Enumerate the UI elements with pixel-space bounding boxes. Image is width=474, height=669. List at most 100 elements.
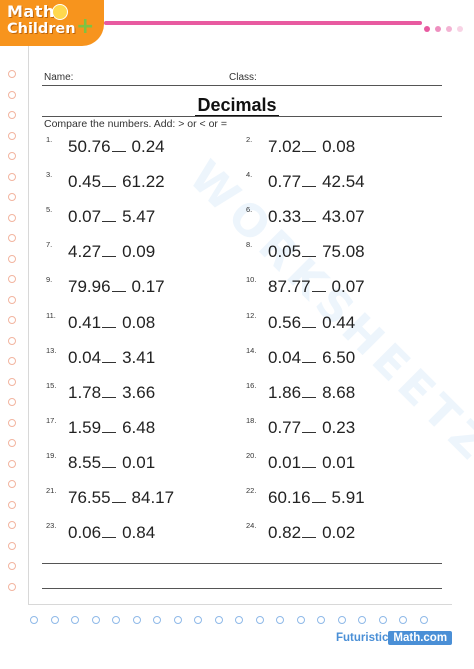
- top-decorative-bar: [104, 21, 422, 25]
- logo-text-math: Math: [7, 2, 55, 21]
- problem-left-number: 79.96: [68, 277, 111, 297]
- answer-blank[interactable]: [102, 454, 117, 468]
- problem-right-number: 84.17: [131, 488, 175, 507]
- problem-number: 2.: [246, 135, 253, 144]
- answer-blank[interactable]: [311, 489, 326, 503]
- problem-right-number: 0.01: [122, 452, 156, 472]
- decorative-circle-icon: [50, 616, 59, 624]
- decorative-circle-icon: [214, 616, 223, 624]
- answer-blank[interactable]: [102, 384, 117, 398]
- problem-number: 6.: [246, 205, 253, 215]
- answer-blank[interactable]: [102, 314, 117, 328]
- answer-blank[interactable]: [102, 173, 117, 188]
- problem-expression: 1.78 3.66: [68, 383, 155, 403]
- decorative-circle-icon: [30, 616, 38, 624]
- problem-expression: 50.76 0.24: [68, 137, 165, 157]
- problem-number: 11.: [46, 310, 56, 320]
- answer-blank[interactable]: [302, 419, 317, 433]
- problem-right-number: 6.48: [122, 417, 156, 437]
- answer-blank[interactable]: [302, 243, 317, 258]
- decorative-circle-icon: [255, 616, 264, 624]
- problem-right-number: 8.68: [322, 382, 356, 402]
- answer-blank[interactable]: [302, 208, 317, 223]
- problem-right-number: 0.02: [322, 523, 356, 543]
- footer-brand-part2: Math.com: [388, 631, 453, 645]
- problem-number: 14.: [246, 345, 257, 355]
- problem-expression: 79.96 0.17: [68, 277, 165, 297]
- name-class-line: [42, 85, 442, 86]
- decorative-circle-icon: [8, 234, 16, 242]
- answer-blank[interactable]: [102, 349, 117, 363]
- answer-blank[interactable]: [302, 314, 317, 328]
- answer-blank[interactable]: [302, 384, 317, 398]
- decorative-circle-icon: [112, 616, 120, 624]
- footer-brand-part1: Futuristic: [336, 632, 389, 644]
- top-decorative-dots: [424, 19, 468, 37]
- problem-number: 18.: [246, 415, 257, 425]
- problem-left-number: 60.16: [268, 488, 311, 507]
- problem-right-number: 3.41: [122, 347, 156, 367]
- problem-number: 24.: [246, 521, 257, 531]
- answer-blank[interactable]: [102, 419, 117, 433]
- problem-expression: 0.05 75.08: [268, 242, 365, 262]
- problem-right-number: 0.08: [122, 312, 156, 332]
- decorative-circle-icon: [8, 562, 16, 570]
- problem-left-number: 7.02: [268, 137, 302, 156]
- problem-left-number: 1.86: [268, 382, 302, 402]
- problem-left-number: 0.07: [68, 207, 102, 227]
- page-frame-left: [28, 46, 29, 604]
- answer-blank[interactable]: [311, 278, 326, 293]
- decorative-circle-icon: [317, 616, 325, 624]
- answer-blank[interactable]: [302, 454, 317, 468]
- problem-left-number: 4.27: [68, 242, 102, 262]
- problem-left-number: 76.55: [68, 488, 111, 507]
- name-field-label: Name:: [44, 72, 74, 83]
- problem-expression: 0.04 3.41: [68, 348, 155, 368]
- answer-blank[interactable]: [302, 524, 317, 539]
- logo-text-children: Children: [7, 21, 76, 37]
- problem-expression: 0.77 0.23: [268, 418, 355, 438]
- answer-blank[interactable]: [102, 243, 117, 258]
- instructions-text: Compare the numbers. Add: > or < or =: [44, 118, 227, 130]
- decorative-circle-icon: [8, 90, 16, 99]
- problem-right-number: 0.23: [322, 417, 356, 437]
- answer-blank[interactable]: [302, 349, 317, 363]
- problem-right-number: 0.07: [331, 277, 365, 297]
- decorative-circle-icon: [91, 616, 100, 624]
- problem-left-number: 0.06: [68, 523, 102, 543]
- decorative-circle-icon: [8, 336, 16, 345]
- problem-right-number: 5.91: [331, 488, 365, 507]
- problem-expression: 7.02 0.08: [268, 137, 355, 157]
- decorative-circle-icon: [235, 616, 243, 624]
- answer-blank[interactable]: [102, 208, 117, 223]
- problem-number: 22.: [246, 486, 257, 495]
- problem-right-number: 61.22: [122, 172, 165, 192]
- problem-right-number: 0.84: [122, 523, 156, 543]
- decorative-circle-icon: [8, 521, 16, 529]
- problem-number: 4.: [246, 170, 253, 180]
- problem-number: 9.: [46, 275, 53, 285]
- problem-number: 7.: [46, 240, 53, 250]
- problem-right-number: 75.08: [322, 242, 365, 262]
- problem-expression: 0.82 0.02: [268, 523, 355, 543]
- answer-blank[interactable]: [111, 138, 126, 152]
- problem-number: 1.: [46, 135, 53, 144]
- answer-blank[interactable]: [111, 489, 126, 503]
- answer-blank[interactable]: [102, 524, 117, 539]
- problem-left-number: 0.77: [268, 172, 302, 192]
- answer-blank[interactable]: [302, 173, 317, 188]
- problem-number: 20.: [246, 450, 257, 460]
- problem-right-number: 5.47: [122, 207, 156, 227]
- problem-right-number: 42.54: [322, 172, 365, 192]
- answer-blank[interactable]: [111, 278, 126, 293]
- decorative-circle-icon: [173, 616, 182, 624]
- problem-expression: 4.27 0.09: [68, 242, 155, 262]
- answer-blank[interactable]: [302, 138, 317, 152]
- logo-face-icon: [52, 4, 68, 20]
- decorative-circle-icon: [419, 616, 428, 624]
- problem-expression: 0.56 0.44: [268, 313, 355, 333]
- dot-icon: [435, 26, 441, 32]
- problem-number: 5.: [46, 205, 53, 215]
- problem-number: 16.: [246, 380, 257, 390]
- problem-number: 13.: [46, 345, 57, 355]
